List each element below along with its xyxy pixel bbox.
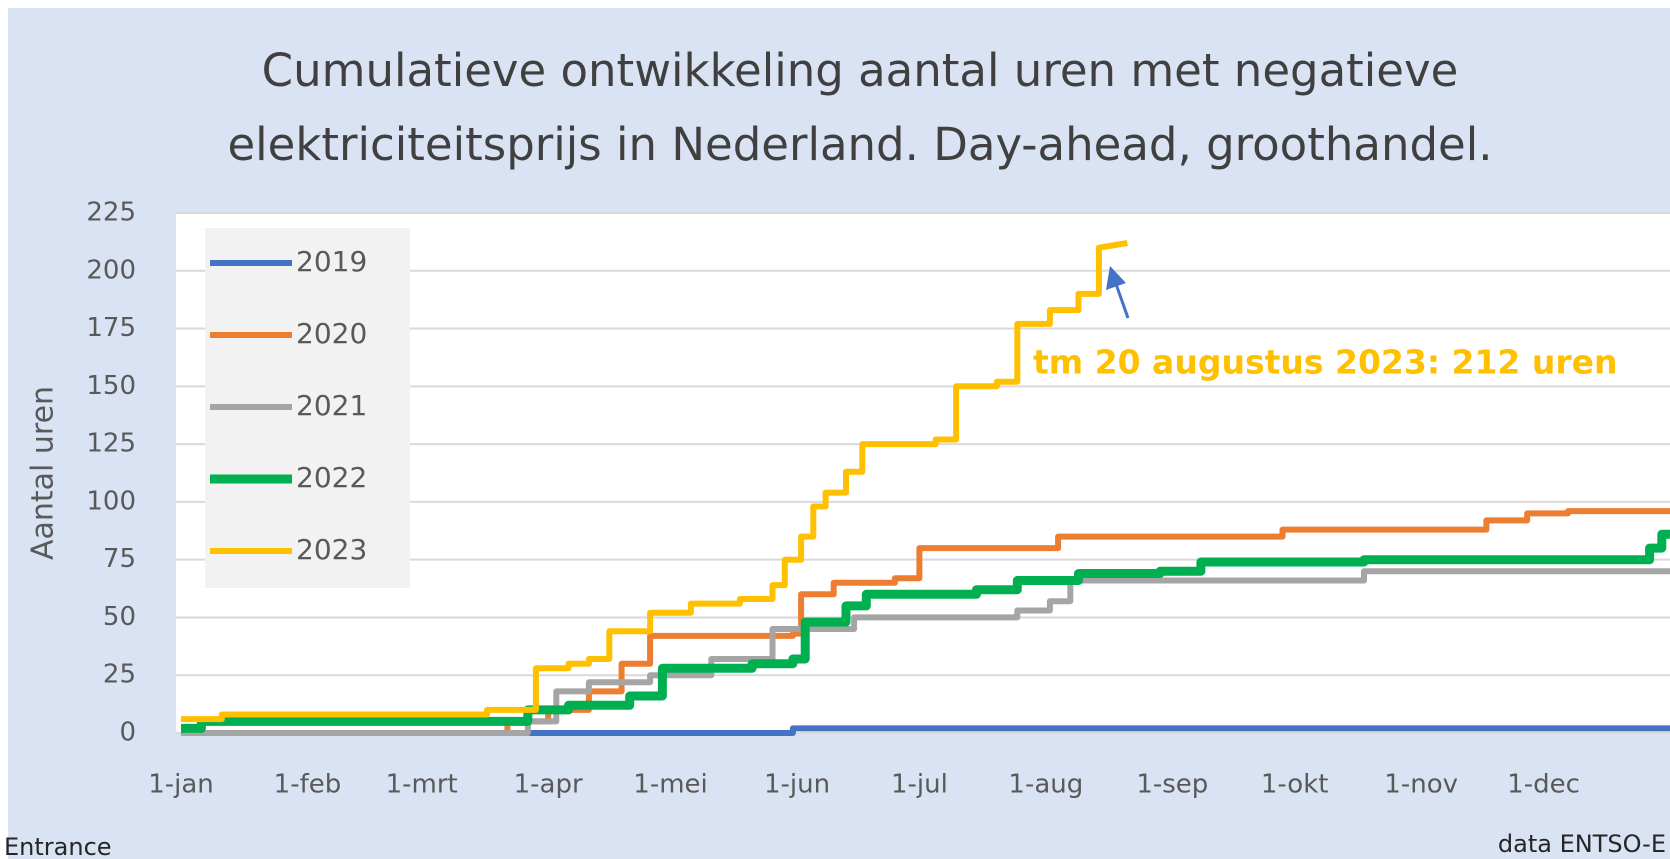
- x-tick-label: 1-jun: [764, 770, 830, 800]
- lines: [181, 240, 1670, 736]
- legend-label: 2019: [296, 245, 367, 278]
- series-line: [181, 568, 1670, 736]
- x-tick-label: 1-aug: [1008, 770, 1083, 800]
- annotation-arrowhead: [1106, 266, 1126, 290]
- x-tick-label: 1-apr: [514, 770, 583, 800]
- y-tick-label: 125: [86, 429, 136, 459]
- annotation: tm 20 augustus 2023: 212 uren: [1033, 343, 1618, 382]
- legend-label: 2021: [296, 389, 367, 422]
- y-tick-label: 225: [86, 198, 136, 228]
- y-tick-label: 75: [103, 544, 136, 574]
- x-tick-label: 1-feb: [274, 770, 342, 800]
- chart-subtitle: elektriciteitsprijs in Nederland. Day-ah…: [227, 118, 1492, 171]
- y-tick-label: 100: [86, 486, 136, 516]
- x-tick-label: 1-jan: [148, 770, 214, 800]
- y-tick-label: 50: [103, 602, 136, 632]
- y-tick-label: 25: [103, 660, 136, 690]
- y-tick-label: 0: [119, 718, 136, 748]
- x-tick-label: 1-sep: [1136, 770, 1208, 800]
- y-tick-label: 150: [86, 371, 136, 401]
- x-tick-label: 1-jul: [891, 770, 948, 800]
- legend-label: 2022: [296, 461, 367, 494]
- series-line: [181, 529, 1670, 733]
- annotation-arrow: [1114, 283, 1130, 319]
- y-tick-label: 200: [86, 255, 136, 285]
- y-tick-label: 175: [86, 313, 136, 343]
- source-left: Entrance: [4, 833, 112, 859]
- x-tick-label: 1-mrt: [386, 770, 458, 800]
- series-line: [181, 240, 1128, 723]
- x-tick-label: 1-dec: [1507, 770, 1580, 800]
- source: data ENTSO-E: [1498, 830, 1666, 858]
- x-tick-label: 1-okt: [1261, 770, 1329, 800]
- chart-title: Cumulatieve ontwikkeling aantal uren met…: [262, 44, 1459, 97]
- x-tick-label: 1-mei: [633, 770, 707, 800]
- legend-label: 2023: [296, 533, 367, 566]
- y-axis-label: Aantal uren: [26, 386, 61, 560]
- x-tick-label: 1-nov: [1384, 770, 1458, 800]
- legend-label: 2020: [296, 317, 367, 350]
- plot-area: [176, 213, 1670, 733]
